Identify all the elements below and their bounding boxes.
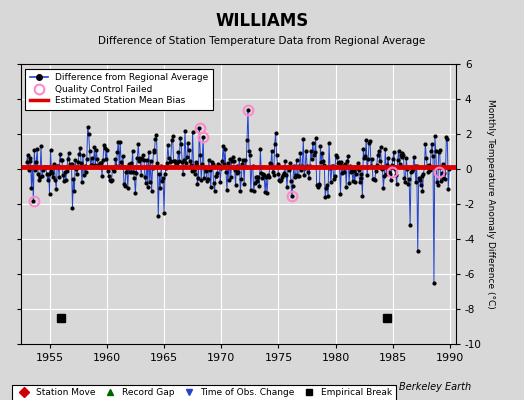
Legend: Station Move, Record Gap, Time of Obs. Change, Empirical Break: Station Move, Record Gap, Time of Obs. C… (12, 385, 396, 400)
Y-axis label: Monthly Temperature Anomaly Difference (°C): Monthly Temperature Anomaly Difference (… (486, 99, 495, 309)
Text: Berkeley Earth: Berkeley Earth (399, 382, 472, 392)
Text: Difference of Station Temperature Data from Regional Average: Difference of Station Temperature Data f… (99, 36, 425, 46)
Text: WILLIAMS: WILLIAMS (215, 12, 309, 30)
